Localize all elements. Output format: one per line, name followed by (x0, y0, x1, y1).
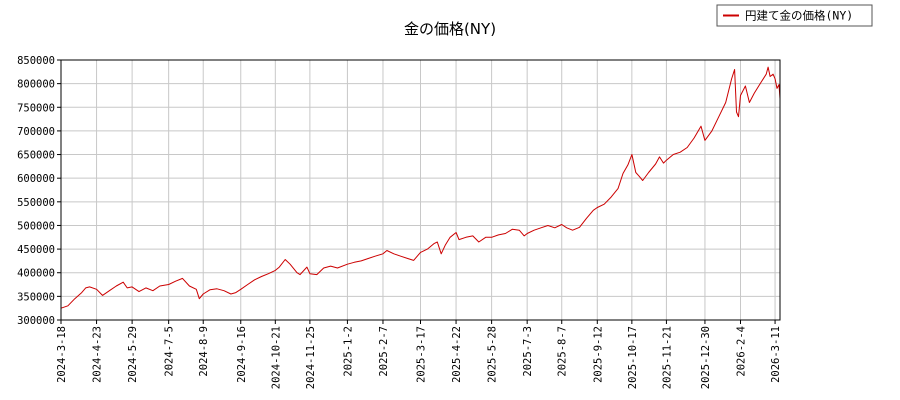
x-tick-label: 2024-5-29 (127, 326, 139, 383)
x-tick-label: 2025-5-28 (487, 326, 499, 383)
y-tick-label: 700000 (17, 126, 55, 138)
grid-lines (60, 59, 780, 321)
y-tick-label: 500000 (17, 220, 55, 232)
y-tick-label: 300000 (17, 315, 55, 327)
y-tick-label: 550000 (17, 197, 55, 209)
y-tick-label: 600000 (17, 173, 55, 185)
x-tick-label: 2025-4-22 (451, 326, 463, 383)
x-tick-label: 2025-1-2 (342, 326, 354, 377)
y-tick-label: 450000 (17, 244, 55, 256)
y-tick-label: 650000 (17, 150, 55, 162)
x-tick-label: 2025-9-12 (592, 326, 604, 383)
legend-label: 円建て金の価格(NY) (745, 9, 853, 23)
x-tick-label: 2024-3-18 (56, 326, 68, 383)
x-tick-label: 2025-12-30 (700, 326, 712, 389)
legend-box (716, 4, 873, 27)
x-tick-label: 2024-8-9 (198, 326, 210, 377)
y-tick-label: 350000 (17, 291, 55, 303)
x-tick-label: 2025-7-3 (522, 326, 534, 377)
x-tick-label: 2024-11-25 (305, 326, 317, 389)
x-tick-label: 2024-7-5 (164, 326, 176, 377)
x-tick-label: 2025-8-7 (557, 326, 569, 377)
y-tick-label: 400000 (17, 268, 55, 280)
series-line-0 (60, 66, 781, 309)
legend: 円建て金の価格(NY) (716, 4, 873, 27)
y-axis: 300000 350000 400000 450000 500000 550000 6000… (17, 55, 61, 327)
x-tick-label: 2024-9-16 (236, 326, 248, 383)
x-tick-label: 2026-3-11 (770, 326, 782, 383)
plot-area (60, 66, 781, 309)
x-tick-label: 2024-10-21 (270, 326, 282, 389)
chart-title: 金の価格(NY) (404, 20, 496, 38)
y-tick-label: 850000 (17, 55, 55, 67)
y-tick-label: 750000 (17, 102, 55, 114)
y-tick-label: 800000 (17, 79, 55, 91)
x-tick-label: 2025-10-17 (627, 326, 639, 389)
x-tick-label: 2024-4-23 (92, 326, 104, 383)
x-axis: 2024-3-18 2024-4-23 2024-5-29 2024-7-5 2024-… (56, 320, 782, 389)
x-tick-label: 2025-11-21 (661, 326, 673, 389)
x-tick-label: 2025-2-7 (378, 326, 390, 377)
x-tick-label: 2025-3-17 (416, 326, 428, 383)
x-tick-label: 2026-2-4 (735, 326, 747, 377)
